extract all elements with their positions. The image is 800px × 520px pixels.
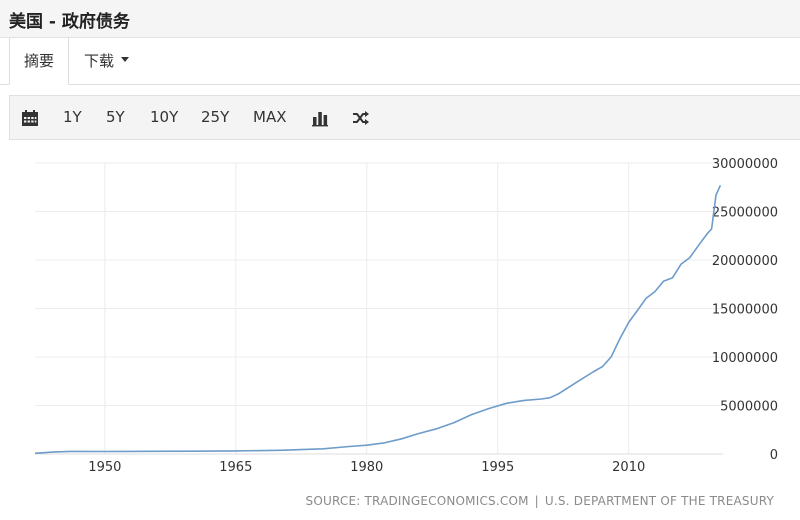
- x-tick-label: 1950: [88, 460, 121, 475]
- chart-toolbar: 1Y 5Y 10Y 25Y MAX: [9, 95, 800, 140]
- chart-area: 0 5000000 10000000 15000000 20000000 25000000…: [0, 140, 800, 516]
- y-tick-label: 15000000: [712, 303, 778, 318]
- tab-download[interactable]: 下载: [84, 38, 130, 84]
- tab-bar: 摘要 下载: [0, 38, 800, 85]
- title-bar: 美国 - 政府债务: [0, 0, 800, 38]
- source-line: SOURCE: TRADINGECONOMICS.COM | U.S. DEPART…: [306, 494, 775, 508]
- y-tick-label: 25000000: [712, 206, 778, 221]
- y-tick-label: 0: [770, 448, 778, 463]
- y-tick-label: 20000000: [712, 254, 778, 269]
- x-tick-label: 2010: [612, 460, 645, 475]
- y-tick-label: 30000000: [712, 157, 778, 172]
- range-10y-button[interactable]: 10Y: [150, 108, 179, 126]
- source-separator: |: [534, 494, 539, 508]
- x-tick-label: 1995: [481, 460, 514, 475]
- x-tick-label: 1965: [219, 460, 252, 475]
- source-text: SOURCE: TRADINGECONOMICS.COM: [305, 494, 529, 508]
- chevron-down-icon: [121, 57, 130, 62]
- calendar-icon[interactable]: [21, 109, 39, 127]
- y-tick-label: 5000000: [720, 400, 778, 415]
- debt-line-chart: 0 5000000 10000000 15000000 20000000 25000000…: [34, 157, 778, 475]
- source-agency: U.S. DEPARTMENT OF THE TREASURY: [544, 494, 774, 508]
- range-5y-button[interactable]: 5Y: [106, 108, 125, 126]
- tab-download-label: 下载: [84, 52, 115, 70]
- range-25y-button[interactable]: 25Y: [201, 108, 230, 126]
- x-tick-label: 1980: [350, 460, 383, 475]
- series-line: [34, 184, 722, 455]
- bar-chart-icon[interactable]: [311, 109, 329, 127]
- y-tick-label: 10000000: [712, 351, 778, 366]
- range-1y-button[interactable]: 1Y: [63, 108, 82, 126]
- tab-summary[interactable]: 摘要: [9, 38, 69, 85]
- shuffle-icon[interactable]: [352, 109, 370, 127]
- page-title: 美国 - 政府债务: [9, 12, 130, 32]
- range-max-button[interactable]: MAX: [253, 108, 287, 126]
